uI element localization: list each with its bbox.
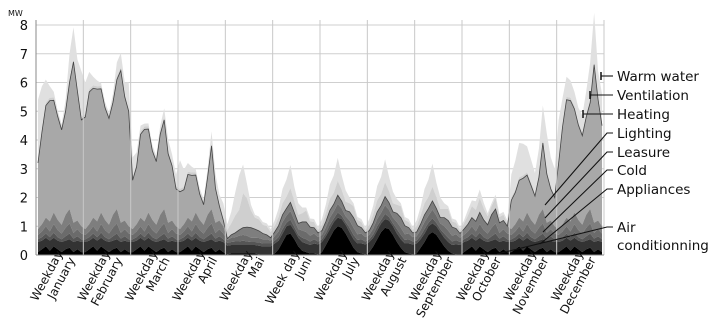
- legend-label: Heating: [617, 107, 670, 123]
- month-labels: WeekdayJanuaryWeekdayFebruaryWeekdayMarc…: [28, 248, 599, 320]
- y-tick-label: 3: [20, 163, 28, 178]
- area-air-conditionning: [37, 226, 603, 255]
- legend: Warm water Ventilation Heating Lighting Leas…: [496, 69, 709, 255]
- month-separators: [35, 20, 605, 255]
- y-tick-label: 6: [20, 77, 28, 92]
- y-tick-label: 4: [20, 134, 28, 149]
- area-appliances: [37, 217, 603, 255]
- legend-label: Warm water: [617, 69, 699, 85]
- legend-leader-line: [539, 188, 613, 245]
- y-tick-label: 0: [20, 249, 28, 264]
- y-axis-unit-label: MW: [8, 9, 23, 18]
- y-tick-label: 2: [20, 192, 28, 207]
- legend-label: Appliances: [617, 182, 690, 198]
- legend-leader-line: [542, 169, 613, 233]
- legend-label: Cold: [617, 163, 647, 179]
- legend-label: Lighting: [617, 126, 672, 142]
- legend-label: Air: [617, 220, 636, 236]
- y-tick-label: 8: [20, 19, 28, 34]
- area-heating: [37, 61, 603, 239]
- y-tick-label: 7: [20, 48, 28, 63]
- legend-label: Leasure: [617, 145, 670, 161]
- legend-leader-line: [544, 132, 613, 206]
- legend-label: Ventilation: [617, 88, 689, 104]
- area-warm-water: [37, 12, 603, 233]
- y-tick-label: 5: [20, 105, 28, 120]
- area-lighting: [37, 195, 603, 241]
- legend-leader-line: [496, 226, 613, 255]
- legend-label-cont: conditionning: [617, 238, 709, 254]
- y-tick-label: 1: [20, 220, 28, 235]
- legend-leader-line: [544, 151, 613, 219]
